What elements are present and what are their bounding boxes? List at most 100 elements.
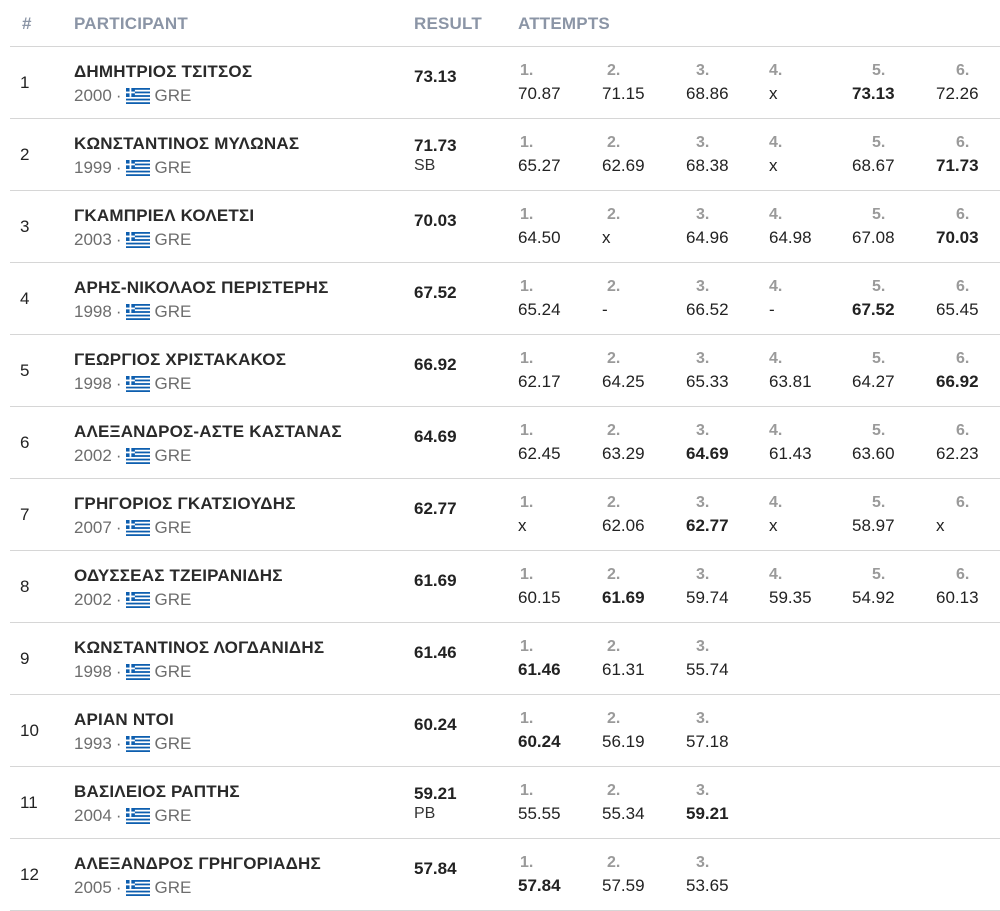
table-row[interactable]: 2 ΚΩΝΣΤΑΝΤΙΝΟΣ ΜΥΛΩΝΑΣ 1999 · GRE 71.73 SB 1. 65… xyxy=(10,119,1000,191)
table-row[interactable]: 3 ΓΚΑΜΠΡΙΕΛ ΚΟΛΕΤΣΙ 2003 · GRE 70.03 1. 64.50 2.… xyxy=(10,191,1000,263)
attempt-best-value: 64.69 xyxy=(686,444,729,463)
attempt-cell: 5. 64.27 xyxy=(852,350,922,392)
participant-name[interactable]: ΒΑΣΙΛΕΙΟΣ ΡΑΠΤΗΣ xyxy=(74,782,240,801)
attempt-cell: 2. 55.34 xyxy=(602,782,672,824)
attempt-number: 6. xyxy=(956,62,970,79)
attempt-cell: 5. 58.97 xyxy=(852,494,922,536)
attempt-value: 62.23 xyxy=(936,444,979,463)
attempt-best-value: 61.46 xyxy=(518,660,561,679)
greece-flag-icon xyxy=(125,232,150,248)
attempt-value: 61.31 xyxy=(602,660,645,679)
attempt-cell: 6. 71.73 xyxy=(936,134,1000,176)
greece-flag-icon xyxy=(125,736,150,752)
greece-flag-icon xyxy=(125,376,150,392)
attempt-value: 66.52 xyxy=(686,300,729,319)
table-row[interactable]: 7 ΓΡΗΓΟΡΙΟΣ ΓΚΑΤΣΙΟΥΔΗΣ 2007 · GRE 62.77 1. x 2.… xyxy=(10,479,1000,551)
attempt-cell: 2. x xyxy=(602,206,672,248)
attempt-value: x xyxy=(602,228,611,247)
attempt-cell: 2. 57.59 xyxy=(602,854,672,896)
participant-name[interactable]: ΑΛΕΞΑΝΔΡΟΣ ΓΡΗΓΟΡΙΑΔΗΣ xyxy=(74,854,321,873)
greece-flag-icon xyxy=(125,808,150,824)
rank-number: 7 xyxy=(20,505,30,524)
attempt-best-value: 66.92 xyxy=(936,372,979,391)
attempt-cell: 4. 63.81 xyxy=(769,350,839,392)
birth-year: 1998 xyxy=(74,662,112,681)
attempt-value: 71.15 xyxy=(602,84,645,103)
attempt-value: 53.65 xyxy=(686,876,729,895)
participant-name[interactable]: ΑΛΕΞΑΝΔΡΟΣ-ΑΣΤΕ ΚΑΣΤΑΝΑΣ xyxy=(74,422,342,441)
country-code: GRE xyxy=(154,878,192,897)
attempt-cell: 6. x xyxy=(936,494,1000,536)
participant-name[interactable]: ΑΡΗΣ-ΝΙΚΟΛΑΟΣ ΠΕΡΙΣΤΕΡΗΣ xyxy=(74,278,329,297)
attempt-value: 59.74 xyxy=(686,588,729,607)
attempt-value: 67.08 xyxy=(852,228,895,247)
attempt-cell: 4. x xyxy=(769,62,839,104)
attempt-value: 63.29 xyxy=(602,444,645,463)
country-code: GRE xyxy=(154,734,192,753)
greece-flag-icon xyxy=(125,664,150,680)
table-row[interactable]: 1 ΔΗΜΗΤΡΙΟΣ ΤΣΙΤΣΟΣ 2000 · GRE 73.13 1. 70.87 2.… xyxy=(10,47,1000,119)
result-column-header[interactable]: RESULT xyxy=(414,14,482,33)
attempt-cell: 1. 62.45 xyxy=(518,422,588,464)
result-value: 62.77 xyxy=(414,499,457,518)
participant-name[interactable]: ΑΡΙΑΝ ΝΤΟΙ xyxy=(74,710,174,729)
participant-name[interactable]: ΟΔΥΣΣΕΑΣ ΤΖΕΙΡΑΝΙΔΗΣ xyxy=(74,566,283,585)
participant-name[interactable]: ΓΚΑΜΠΡΙΕΛ ΚΟΛΕΤΣΙ xyxy=(74,206,255,225)
participant-name[interactable]: ΚΩΝΣΤΑΝΤΙΝΟΣ ΛΟΓΔΑΝΙΔΗΣ xyxy=(74,638,325,657)
attempt-cell: 3. 65.33 xyxy=(686,350,756,392)
attempt-number: 3. xyxy=(696,638,710,655)
participant-name[interactable]: ΓΕΩΡΓΙΟΣ ΧΡΙΣΤΑΚΑΚΟΣ xyxy=(74,350,287,369)
attempt-number: 1. xyxy=(520,422,534,439)
attempt-cell: 6. 70.03 xyxy=(936,206,1000,248)
attempt-cell: 4. x xyxy=(769,494,839,536)
rank-column-header[interactable]: # xyxy=(22,14,32,33)
table-row[interactable]: 12 ΑΛΕΞΑΝΔΡΟΣ ΓΡΗΓΟΡΙΑΔΗΣ 2005 · GRE 57.84 1. 5… xyxy=(10,839,1000,911)
attempt-number: 2. xyxy=(607,62,621,79)
attempt-cell: 4. x xyxy=(769,134,839,176)
attempt-number: 2. xyxy=(607,710,621,727)
result-value: 73.13 xyxy=(414,67,457,86)
participant-name[interactable]: ΓΡΗΓΟΡΙΟΣ ΓΚΑΤΣΙΟΥΔΗΣ xyxy=(74,494,296,513)
attempt-number: 2. xyxy=(607,638,621,655)
attempt-number: 5. xyxy=(872,278,886,295)
attempts-column-header: ATTEMPTS xyxy=(518,14,610,33)
table-row[interactable]: 6 ΑΛΕΞΑΝΔΡΟΣ-ΑΣΤΕ ΚΑΣΤΑΝΑΣ 2002 · GRE 64.69 1.… xyxy=(10,407,1000,479)
attempt-number: 1. xyxy=(520,62,534,79)
participant-meta: 1998 · GRE xyxy=(74,662,191,682)
table-row[interactable]: 9 ΚΩΝΣΤΑΝΤΙΝΟΣ ΛΟΓΔΑΝΙΔΗΣ 1998 · GRE 61.46 1. 6… xyxy=(10,623,1000,695)
attempt-value: 64.50 xyxy=(518,228,561,247)
attempt-cell: 5. 67.08 xyxy=(852,206,922,248)
participant-meta: 1993 · GRE xyxy=(74,734,191,754)
attempt-cell: 3. 55.74 xyxy=(686,638,756,680)
attempt-value: 64.96 xyxy=(686,228,729,247)
attempt-value: 55.34 xyxy=(602,804,645,823)
attempt-cell: 5. 54.92 xyxy=(852,566,922,608)
attempt-cell: 3. 64.96 xyxy=(686,206,756,248)
attempt-number: 2. xyxy=(607,854,621,871)
table-row[interactable]: 10 ΑΡΙΑΝ ΝΤΟΙ 1993 · GRE 60.24 1. 60.24 2. 56.19 3… xyxy=(10,695,1000,767)
attempt-number: 3. xyxy=(696,278,710,295)
table-row[interactable]: 11 ΒΑΣΙΛΕΙΟΣ ΡΑΠΤΗΣ 2004 · GRE 59.21 PB 1. 55.55… xyxy=(10,767,1000,839)
attempt-cell: 2. 56.19 xyxy=(602,710,672,752)
separator-dot: · xyxy=(115,662,122,681)
greece-flag-icon xyxy=(125,160,150,176)
attempt-cell: 1. 62.17 xyxy=(518,350,588,392)
country-code: GRE xyxy=(154,590,192,609)
table-row[interactable]: 4 ΑΡΗΣ-ΝΙΚΟΛΑΟΣ ΠΕΡΙΣΤΕΡΗΣ 1998 · GRE 67.52 1.… xyxy=(10,263,1000,335)
attempt-number: 1. xyxy=(520,854,534,871)
attempt-number: 4. xyxy=(769,566,783,583)
birth-year: 1998 xyxy=(74,374,112,393)
participant-name[interactable]: ΚΩΝΣΤΑΝΤΙΝΟΣ ΜΥΛΩΝΑΣ xyxy=(74,134,300,153)
attempt-number: 3. xyxy=(696,494,710,511)
attempt-number: 2. xyxy=(607,422,621,439)
attempt-value: 62.06 xyxy=(602,516,645,535)
rank-number: 11 xyxy=(20,793,38,812)
participant-name[interactable]: ΔΗΜΗΤΡΙΟΣ ΤΣΙΤΣΟΣ xyxy=(74,62,253,81)
attempt-value: 62.17 xyxy=(518,372,561,391)
separator-dot: · xyxy=(115,374,122,393)
participant-column-header[interactable]: PARTICIPANT xyxy=(74,14,188,33)
country-code: GRE xyxy=(154,662,192,681)
attempt-cell: 3. 68.38 xyxy=(686,134,756,176)
table-row[interactable]: 5 ΓΕΩΡΓΙΟΣ ΧΡΙΣΤΑΚΑΚΟΣ 1998 · GRE 66.92 1. 62.1… xyxy=(10,335,1000,407)
table-row[interactable]: 8 ΟΔΥΣΣΕΑΣ ΤΖΕΙΡΑΝΙΔΗΣ 2002 · GRE 61.69 1. 60.1… xyxy=(10,551,1000,623)
